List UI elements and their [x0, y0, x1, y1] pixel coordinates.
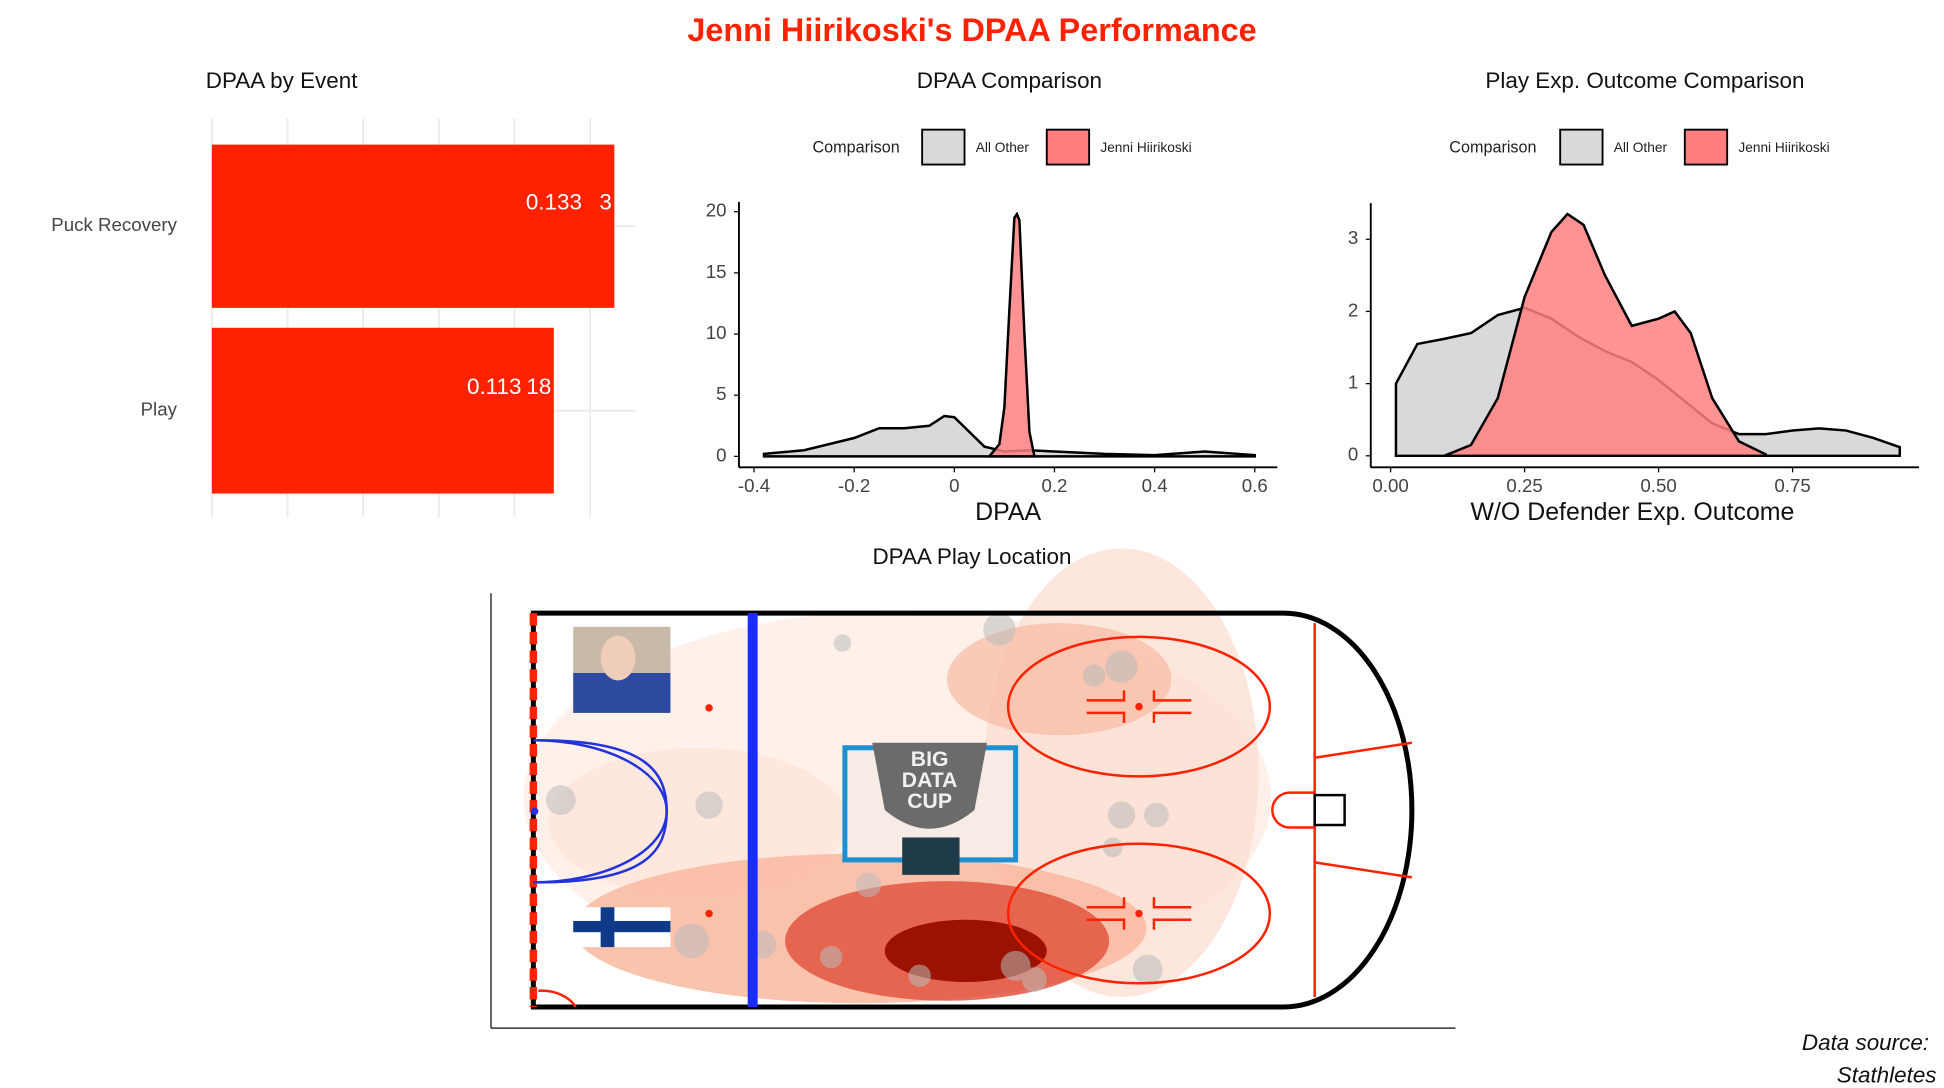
- play-points: [545, 613, 1169, 992]
- y-tick-label: Puck Recovery: [51, 214, 177, 235]
- logo: BIG DATA CUP: [842, 742, 1019, 875]
- legend-swatch: [921, 128, 966, 166]
- x-tick-label: 0.25: [1506, 475, 1542, 496]
- legend-swatch: [1683, 128, 1729, 166]
- caption: Stathletes: [1837, 1063, 1937, 1088]
- y-tick-label: 20: [706, 200, 727, 221]
- y-tick-label: 10: [706, 322, 727, 343]
- x-axis-title: DPAA: [975, 498, 1041, 526]
- chart-title: DPAA by Event: [206, 68, 358, 93]
- bar: [211, 327, 554, 494]
- x-tick-label: 0.00: [1372, 475, 1408, 496]
- figure-title: Jenni Hiirikoski's DPAA Performance: [687, 12, 1256, 48]
- y-tick-label: 15: [706, 261, 727, 282]
- y-tick-label: 0: [716, 444, 726, 465]
- x-tick-label: -0.2: [838, 475, 870, 496]
- y-tick-label: 3: [1348, 227, 1358, 248]
- logo-text: DATA: [902, 769, 958, 792]
- value-label: 0.113: [467, 374, 521, 399]
- legend-label: Jenni Hiirikoski: [1738, 140, 1829, 155]
- chart-title: DPAA Play Location: [872, 544, 1071, 569]
- density-area: [762, 414, 1257, 458]
- chart-title: DPAA Comparison: [917, 68, 1102, 93]
- logo-text: BIG: [911, 748, 949, 771]
- bar: [211, 144, 615, 308]
- x-tick-label: 0.2: [1041, 475, 1067, 496]
- legend-label: Jenni Hiirikoski: [1100, 140, 1191, 155]
- x-tick-label: 0.6: [1242, 475, 1268, 496]
- player-photo: [573, 626, 671, 713]
- count-label: 18: [526, 374, 551, 399]
- y-tick-label: 5: [716, 383, 726, 404]
- caption: Data source:: [1802, 1030, 1929, 1055]
- x-tick-label: 0.4: [1142, 475, 1168, 496]
- value-label: 0.133: [526, 190, 582, 215]
- legend-label: All Other: [976, 140, 1030, 155]
- chart-title: Play Exp. Outcome Comparison: [1485, 68, 1804, 93]
- y-tick-label: Play: [141, 399, 178, 420]
- legend-title: Comparison: [1449, 139, 1536, 157]
- x-tick-label: 0: [949, 475, 959, 496]
- legend-label: All Other: [1614, 140, 1668, 155]
- density-area: [1443, 212, 1768, 458]
- x-tick-label: 0.75: [1774, 475, 1810, 496]
- density-area: [986, 211, 1036, 458]
- x-tick-label: -0.4: [738, 475, 770, 496]
- legend-swatch: [1559, 128, 1604, 166]
- rink: BIG DATA CUP: [490, 548, 1456, 1029]
- y-tick-label: 0: [1348, 444, 1358, 465]
- y-tick-label: 2: [1348, 299, 1358, 320]
- count-label: 3: [599, 190, 611, 215]
- y-tick-label: 1: [1348, 372, 1358, 393]
- legend-swatch: [1045, 128, 1091, 166]
- flag: [573, 907, 671, 948]
- logo-text: CUP: [907, 790, 952, 813]
- x-tick-label: 0.50: [1640, 475, 1676, 496]
- x-axis-title: W/O Defender Exp. Outcome: [1471, 498, 1795, 526]
- legend-title: Comparison: [812, 139, 899, 157]
